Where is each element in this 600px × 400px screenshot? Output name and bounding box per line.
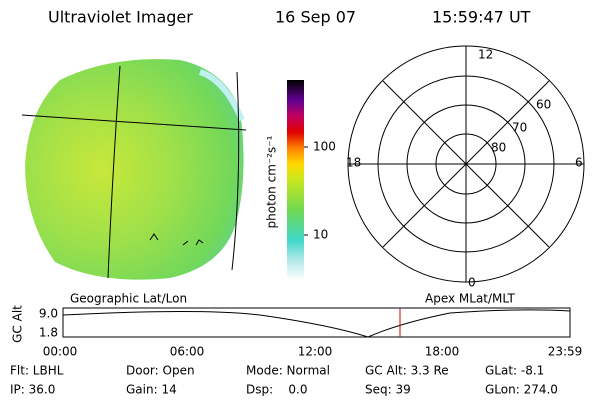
x-tick-label: 12:00	[298, 345, 333, 359]
altitude-curve	[62, 309, 571, 338]
polar-grid	[347, 45, 585, 283]
y-axis-label: GC Alt	[11, 305, 25, 343]
status-field: GLon: 274.0	[485, 383, 558, 397]
lat-line	[21, 114, 247, 131]
orbit-panel	[62, 307, 571, 338]
time: 15:59:47 UT	[432, 8, 531, 27]
status-field: Mode: Normal	[246, 364, 330, 378]
lon-line	[231, 71, 240, 271]
mlt-label: 6	[575, 156, 583, 170]
status-field: Flt: LBHL	[10, 364, 64, 378]
x-tick-label: 00:00	[43, 345, 78, 359]
status-field: Gain: 14	[126, 383, 177, 397]
earth-disk	[25, 59, 244, 280]
lat-label: 60	[536, 98, 551, 112]
status-field: IP: 36.0	[10, 383, 55, 397]
lat-label: 80	[491, 141, 506, 155]
status-field: GLat: -8.1	[485, 364, 544, 378]
mlt-label: 18	[346, 156, 361, 170]
panel-title: Apex MLat/MLT	[425, 292, 515, 306]
x-tick-label: 06:00	[170, 345, 205, 359]
coastline	[149, 233, 204, 246]
lat-label: 70	[512, 121, 527, 135]
lon-line	[107, 65, 121, 279]
mlt-label: 12	[478, 48, 493, 62]
status-field: GC Alt: 3.3 Re	[365, 364, 449, 378]
panel-title: Geographic Lat/Lon	[70, 292, 187, 306]
y-tick-label: 9.0	[39, 307, 58, 321]
x-tick-label: 23:59	[548, 345, 583, 359]
status-field: Dsp: 0.0	[246, 383, 308, 397]
status-block: Flt: LBHL Door: Open Mode: Normal GC Alt: 3…	[10, 364, 558, 397]
status-field: Seq: 39	[365, 383, 411, 397]
colorbar-tick-label: 100	[313, 140, 336, 154]
y-tick-label: 1.8	[39, 326, 58, 340]
colorbar	[287, 80, 304, 280]
colorbar-tick-label: 10	[313, 228, 328, 242]
date: 16 Sep 07	[275, 8, 356, 27]
uv-image	[21, 59, 247, 280]
status-field: Door: Open	[126, 364, 195, 378]
polar-axis	[382, 80, 550, 248]
x-tick-label: 18:00	[425, 345, 460, 359]
instrument-title: Ultraviolet Imager	[48, 8, 193, 27]
colorbar-label: photon cm⁻²s⁻¹	[265, 135, 279, 228]
mlt-label: 0	[468, 276, 476, 290]
